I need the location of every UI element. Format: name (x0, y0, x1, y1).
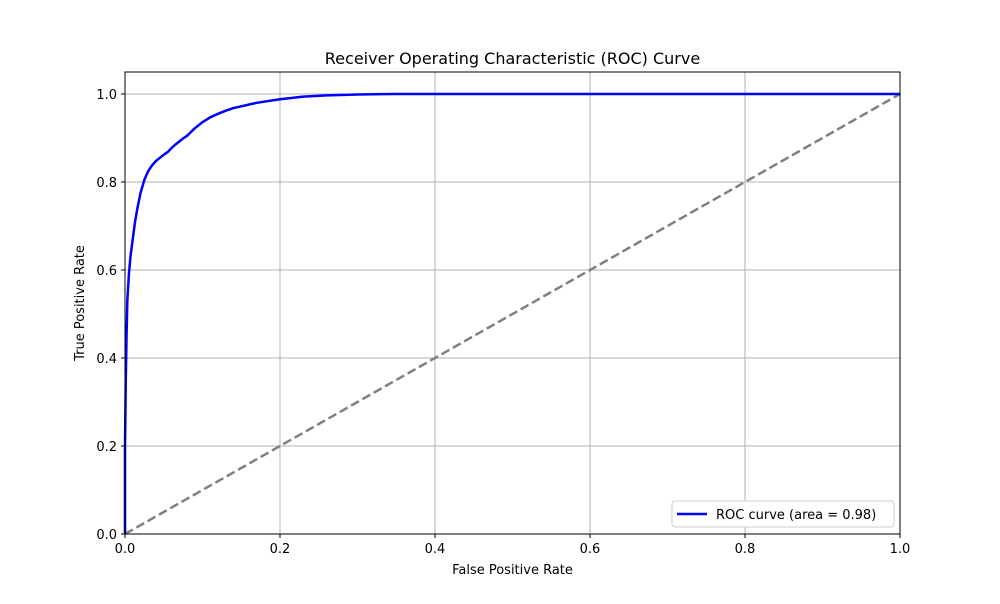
y-tick-label: 0.4 (96, 352, 117, 367)
chart-title: Receiver Operating Characteristic (ROC) … (325, 49, 700, 68)
roc-curve-line (123, 92, 900, 534)
x-tick-label: 0.2 (270, 542, 291, 557)
random-classifier-diagonal-line (124, 92, 901, 536)
y-axis-label: True Positive Rate (73, 245, 88, 362)
y-tick-label: 0.2 (96, 440, 117, 455)
y-tick-label: 1.0 (96, 88, 117, 103)
y-tick-label: 0.6 (96, 264, 117, 279)
x-tick-label: 0.0 (115, 542, 136, 557)
x-axis: 0.0 0.2 0.4 0.6 0.8 1.0 (115, 534, 911, 557)
x-axis-label: False Positive Rate (452, 563, 573, 578)
y-axis: 0.0 0.2 0.4 0.6 0.8 1.0 (96, 88, 125, 543)
x-tick-label: 0.8 (735, 542, 756, 557)
y-tick-label: 0.0 (96, 528, 117, 543)
legend: ROC curve (area = 0.98) (671, 500, 895, 528)
x-tick-label: 0.4 (425, 542, 446, 557)
legend-box (671, 500, 895, 528)
y-tick-label: 0.8 (96, 176, 117, 191)
data-series (123, 92, 901, 536)
plot-frame (124, 71, 901, 535)
legend-label-roc: ROC curve (area = 0.98) (716, 508, 876, 523)
x-tick-label: 0.6 (580, 542, 601, 557)
x-tick-label: 1.0 (890, 542, 911, 557)
